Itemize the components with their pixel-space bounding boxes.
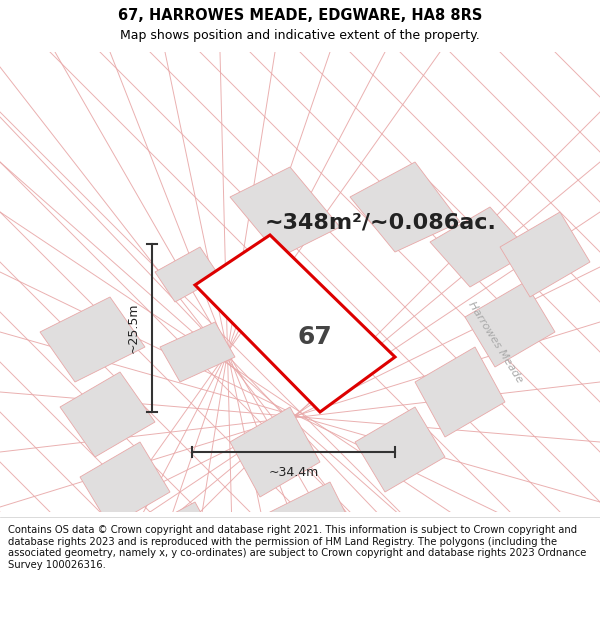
Text: ~34.4m: ~34.4m xyxy=(268,466,319,479)
Text: Contains OS data © Crown copyright and database right 2021. This information is : Contains OS data © Crown copyright and d… xyxy=(8,525,586,570)
Polygon shape xyxy=(260,482,360,577)
Polygon shape xyxy=(355,407,445,492)
Polygon shape xyxy=(415,347,505,437)
Text: 67: 67 xyxy=(298,325,332,349)
Text: Harrowes Meade: Harrowes Meade xyxy=(466,299,524,384)
Polygon shape xyxy=(60,372,155,457)
Text: Map shows position and indicative extent of the property.: Map shows position and indicative extent… xyxy=(120,29,480,42)
Polygon shape xyxy=(230,167,340,257)
Text: 67, HARROWES MEADE, EDGWARE, HA8 8RS: 67, HARROWES MEADE, EDGWARE, HA8 8RS xyxy=(118,9,482,24)
Polygon shape xyxy=(195,235,395,412)
Polygon shape xyxy=(155,247,220,302)
Polygon shape xyxy=(350,162,460,252)
Polygon shape xyxy=(130,502,225,592)
Text: ~25.5m: ~25.5m xyxy=(127,302,140,353)
Polygon shape xyxy=(230,407,320,497)
Polygon shape xyxy=(40,297,145,382)
Polygon shape xyxy=(500,212,590,297)
Text: ~348m²/~0.086ac.: ~348m²/~0.086ac. xyxy=(265,212,497,232)
Polygon shape xyxy=(80,442,170,527)
Polygon shape xyxy=(430,207,530,287)
Polygon shape xyxy=(465,282,555,367)
Polygon shape xyxy=(310,557,405,625)
Polygon shape xyxy=(160,322,235,382)
